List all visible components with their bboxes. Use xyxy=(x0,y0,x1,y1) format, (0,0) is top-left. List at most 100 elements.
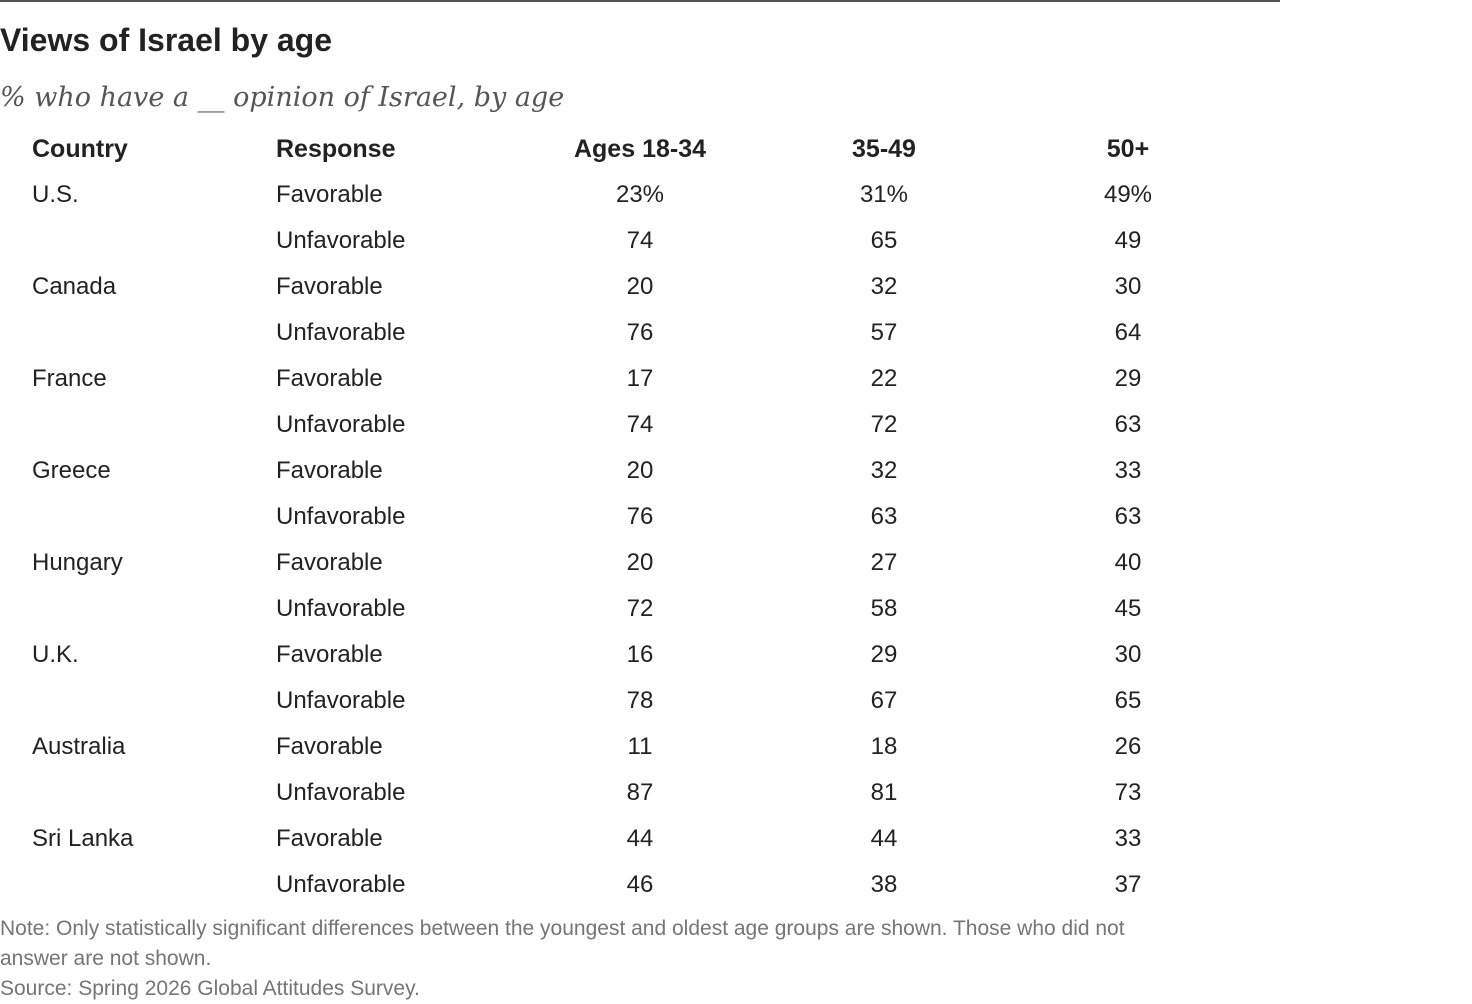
chart-subtitle: % who have a __ opinion of Israel, by ag… xyxy=(0,82,565,113)
value-ages-18-34: 20 xyxy=(626,457,654,484)
value-ages-18-34: 20 xyxy=(626,549,654,576)
value-ages-35-49: 22 xyxy=(870,365,898,392)
note-line: Note: Only statistically significant dif… xyxy=(0,917,1125,940)
value-ages-50-plus: 49 xyxy=(1114,227,1142,254)
value-ages-18-34: 16 xyxy=(626,641,654,668)
value-ages-18-34: 76 xyxy=(626,319,654,346)
value-ages-35-49: 67 xyxy=(870,687,898,714)
value-ages-50-plus: 30 xyxy=(1114,273,1142,300)
response-label: Unfavorable xyxy=(276,319,406,346)
note-source: Note: Only statistically significant dif… xyxy=(0,914,1280,1004)
header-ages-50-plus: 50+ xyxy=(1106,135,1150,163)
table-body: U.S. Favorable 23% 31% 49% Unfavorable 74 65 49 C… xyxy=(0,172,1280,908)
value-ages-18-34: 87 xyxy=(626,779,654,806)
table-row: Unfavorable 72 58 45 xyxy=(0,586,1280,632)
response-label: Favorable xyxy=(276,825,383,852)
value-ages-50-plus: 33 xyxy=(1114,457,1142,484)
table-row: Australia Favorable 11 18 26 xyxy=(0,724,1280,770)
value-ages-18-34: 78 xyxy=(626,687,654,714)
country-label: France xyxy=(32,365,107,392)
table-row: Unfavorable 76 57 64 xyxy=(0,310,1280,356)
value-ages-50-plus: 63 xyxy=(1114,411,1142,438)
country-label: U.K. xyxy=(32,641,79,668)
response-label: Favorable xyxy=(276,365,383,392)
value-ages-18-34: 72 xyxy=(626,595,654,622)
value-ages-35-49: 38 xyxy=(870,871,898,898)
value-ages-50-plus: 49% xyxy=(1103,181,1153,208)
note-line: answer are not shown. xyxy=(0,947,212,970)
value-ages-50-plus: 65 xyxy=(1114,687,1142,714)
response-label: Favorable xyxy=(276,733,383,760)
table-row: Unfavorable 74 72 63 xyxy=(0,402,1280,448)
value-ages-50-plus: 63 xyxy=(1114,503,1142,530)
table-row: U.K. Favorable 16 29 30 xyxy=(0,632,1280,678)
response-label: Unfavorable xyxy=(276,595,406,622)
response-label: Unfavorable xyxy=(276,687,406,714)
country-label: Sri Lanka xyxy=(32,825,134,852)
response-label: Unfavorable xyxy=(276,227,406,254)
value-ages-35-49: 57 xyxy=(870,319,898,346)
value-ages-35-49: 31% xyxy=(859,181,909,208)
table-row: Greece Favorable 20 32 33 xyxy=(0,448,1280,494)
table-row: Sri Lanka Favorable 44 44 33 xyxy=(0,816,1280,862)
value-ages-18-34: 11 xyxy=(627,733,653,760)
response-label: Favorable xyxy=(276,273,383,300)
country-label: Australia xyxy=(32,733,126,760)
value-ages-50-plus: 64 xyxy=(1114,319,1142,346)
country-label: Canada xyxy=(32,273,117,300)
country-label: Hungary xyxy=(32,549,123,576)
value-ages-35-49: 18 xyxy=(870,733,898,760)
header-ages-35-49: 35-49 xyxy=(852,135,916,163)
value-ages-50-plus: 33 xyxy=(1114,825,1142,852)
top-rule xyxy=(0,0,1280,2)
value-ages-35-49: 29 xyxy=(870,641,898,668)
table-row: Unfavorable 74 65 49 xyxy=(0,218,1280,264)
header-country: Country xyxy=(32,135,128,163)
table-header-row: Country Response Ages 18-34 35-49 50+ xyxy=(0,126,1280,172)
value-ages-50-plus: 37 xyxy=(1114,871,1142,898)
table-row: Hungary Favorable 20 27 40 xyxy=(0,540,1280,586)
value-ages-35-49: 27 xyxy=(870,549,898,576)
response-label: Favorable xyxy=(276,549,383,576)
value-ages-50-plus: 26 xyxy=(1114,733,1142,760)
value-ages-50-plus: 30 xyxy=(1114,641,1142,668)
value-ages-35-49: 72 xyxy=(870,411,898,438)
table-row: U.S. Favorable 23% 31% 49% xyxy=(0,172,1280,218)
value-ages-18-34: 17 xyxy=(626,365,654,392)
header-response: Response xyxy=(276,135,396,163)
value-ages-18-34: 20 xyxy=(626,273,654,300)
table-row: Canada Favorable 20 32 30 xyxy=(0,264,1280,310)
response-label: Favorable xyxy=(276,457,383,484)
value-ages-18-34: 46 xyxy=(626,871,654,898)
header-ages-18-34: Ages 18-34 xyxy=(573,135,707,163)
table-row: Unfavorable 87 81 73 xyxy=(0,770,1280,816)
value-ages-35-49: 63 xyxy=(870,503,898,530)
response-label: Unfavorable xyxy=(276,871,406,898)
value-ages-35-49: 81 xyxy=(870,779,898,806)
data-table: Country Response Ages 18-34 35-49 50+ U.… xyxy=(0,126,1280,908)
country-label: U.S. xyxy=(32,181,79,208)
table-row: France Favorable 17 22 29 xyxy=(0,356,1280,402)
value-ages-18-34: 74 xyxy=(626,411,654,438)
value-ages-35-49: 58 xyxy=(870,595,898,622)
value-ages-18-34: 76 xyxy=(626,503,654,530)
country-label: Greece xyxy=(32,457,111,484)
value-ages-35-49: 32 xyxy=(870,457,898,484)
chart-title: Views of Israel by age xyxy=(0,22,333,58)
value-ages-50-plus: 45 xyxy=(1114,595,1142,622)
response-label: Unfavorable xyxy=(276,503,406,530)
value-ages-50-plus: 40 xyxy=(1114,549,1142,576)
value-ages-18-34: 74 xyxy=(626,227,654,254)
value-ages-50-plus: 29 xyxy=(1114,365,1142,392)
value-ages-35-49: 32 xyxy=(870,273,898,300)
value-ages-35-49: 44 xyxy=(870,825,898,852)
value-ages-18-34: 44 xyxy=(626,825,654,852)
response-label: Favorable xyxy=(276,181,383,208)
value-ages-18-34: 23% xyxy=(615,181,665,208)
table-row: Unfavorable 78 67 65 xyxy=(0,678,1280,724)
table-row: Unfavorable 76 63 63 xyxy=(0,494,1280,540)
response-label: Unfavorable xyxy=(276,779,406,806)
response-label: Favorable xyxy=(276,641,383,668)
table-row: Unfavorable 46 38 37 xyxy=(0,862,1280,908)
response-label: Unfavorable xyxy=(276,411,406,438)
